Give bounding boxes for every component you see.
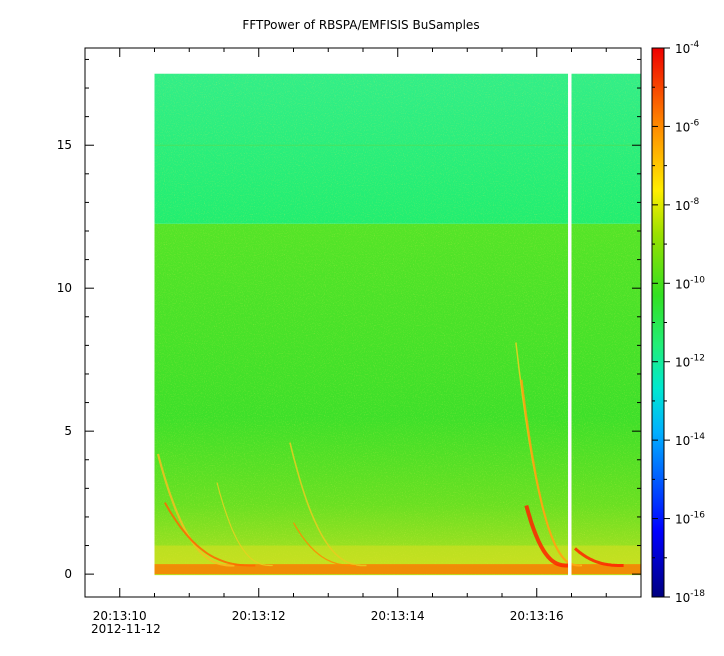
emission-trace — [164, 502, 256, 567]
y-tick-label: 10 — [57, 281, 72, 295]
noise-texture — [154, 73, 641, 575]
colorbar-tick-label: 10-16 — [675, 511, 705, 527]
x-tick-label: 20:13:14 — [371, 609, 425, 623]
colorbar-tick-label: 10-14 — [675, 432, 705, 448]
colorbar-tick-label: 10-4 — [675, 40, 700, 56]
x-date-label: 2012-11-12 — [91, 622, 161, 636]
chart-title: FFTPower of RBSPA/EMFISIS BuSamples — [242, 18, 479, 32]
y-tick-label: 5 — [64, 424, 72, 438]
colorbar-tick-label: 10-6 — [675, 118, 700, 134]
y-tick-label: 15 — [57, 138, 72, 152]
y-tick-label: 0 — [64, 567, 72, 581]
emission-trace — [292, 522, 357, 567]
emission-trace — [524, 504, 568, 568]
low-band — [154, 545, 641, 566]
y-axis: 0 5 10 15 — [57, 58, 641, 581]
baseline-band — [154, 564, 641, 575]
emission-trace — [289, 442, 367, 567]
x-tick-label: 20:13:12 — [232, 609, 286, 623]
emission-trace — [216, 482, 273, 567]
emission-trace — [156, 453, 235, 567]
spectrogram-image — [154, 71, 641, 577]
x-axis: 20:13:10 20:13:12 20:13:14 20:13:16 — [84, 48, 642, 623]
x-tick-label: 20:13:16 — [510, 609, 564, 623]
colorbar-tick-label: 10-8 — [675, 197, 700, 213]
colorbar-tick-label: 10-18 — [675, 589, 705, 605]
colorbar-tick-label: 10-12 — [675, 354, 705, 370]
colorbar-axis: 10-4 10-6 10-8 10-10 10-12 10-14 10-16 10-18 — [652, 40, 705, 605]
data-gap — [568, 71, 572, 577]
colorbar-tick-label: 10-10 — [675, 275, 705, 291]
x-tick-label: 20:13:10 — [93, 609, 147, 623]
emission-trace — [573, 547, 624, 567]
